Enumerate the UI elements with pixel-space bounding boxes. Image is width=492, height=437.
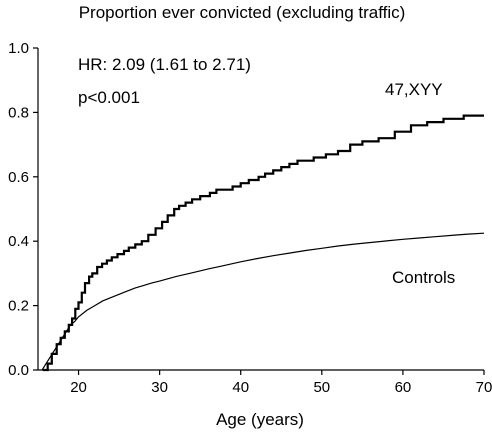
- series-lines: [41, 114, 485, 372]
- x-tick-label: 20: [70, 379, 87, 396]
- y-tick-label: 0.8: [8, 104, 29, 121]
- y-axis-ticks: 0.0 0.2 0.4 0.6 0.8 1.0: [8, 40, 38, 379]
- x-tick-label: 30: [151, 379, 168, 396]
- x-tick-label: 50: [313, 379, 330, 396]
- series-line-controls: [41, 232, 485, 371]
- x-axis-label: Age (years): [216, 410, 304, 429]
- y-tick-label: 0.2: [8, 298, 29, 315]
- x-axis-ticks: 20 30 40 50 60 70: [70, 370, 492, 396]
- y-tick-label: 0.0: [8, 362, 29, 379]
- y-tick-label: 0.4: [8, 233, 29, 250]
- x-tick-label: 70: [476, 379, 492, 396]
- chart-title: Proportion ever convicted (excluding tra…: [79, 3, 406, 22]
- x-tick-label: 40: [232, 379, 249, 396]
- series-line-xyy: [42, 114, 484, 372]
- series-label-xyy: 47,XYY: [385, 80, 443, 99]
- p-value-annotation: p<0.001: [78, 88, 140, 107]
- hazard-ratio-annotation: HR: 2.09 (1.61 to 2.71): [78, 55, 251, 74]
- x-tick-label: 60: [395, 379, 412, 396]
- y-tick-label: 1.0: [8, 40, 29, 57]
- y-tick-label: 0.6: [8, 169, 29, 186]
- series-label-controls: Controls: [392, 268, 455, 287]
